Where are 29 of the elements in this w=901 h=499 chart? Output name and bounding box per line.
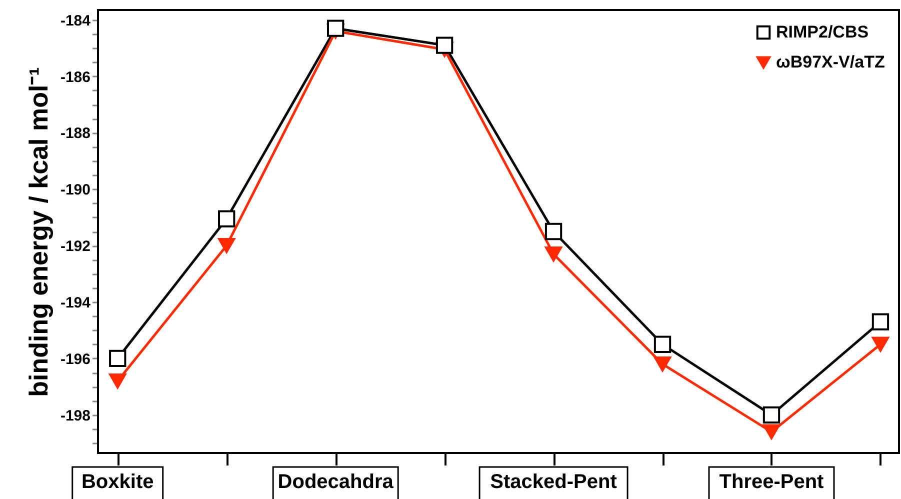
y-tick-label: -192 — [60, 238, 90, 256]
point — [654, 336, 672, 353]
point — [109, 350, 126, 368]
point — [218, 238, 236, 254]
x-tick-label: Boxkite — [81, 471, 154, 493]
y-tick-label: -186 — [60, 68, 90, 86]
point — [326, 20, 344, 37]
point — [544, 222, 562, 240]
point — [436, 36, 454, 54]
point — [218, 210, 236, 228]
y-tick-label: -190 — [60, 182, 90, 199]
point — [762, 424, 780, 440]
x-tick-label: Dodecahdra — [278, 471, 394, 493]
y-tick-label: -198 — [60, 407, 90, 424]
point — [872, 336, 890, 352]
y-tick-label: -188 — [60, 125, 90, 142]
point — [654, 356, 672, 372]
point — [872, 313, 890, 330]
y-tick-label: -196 — [60, 350, 90, 368]
point — [109, 373, 126, 389]
point — [544, 246, 562, 262]
legend-label: RIMP2/CBS — [776, 22, 869, 42]
y-axis-title: binding energy / kcal mol⁻¹ — [23, 67, 54, 397]
legend-label: ωB97X-V/aTZ — [776, 52, 885, 72]
y-tick-label: -194 — [60, 294, 92, 312]
y-tick-label: -184 — [60, 12, 92, 30]
x-tick-label: Three-Pent — [719, 471, 824, 493]
x-tick-label: Stacked-Pent — [490, 471, 618, 493]
point — [762, 406, 780, 424]
